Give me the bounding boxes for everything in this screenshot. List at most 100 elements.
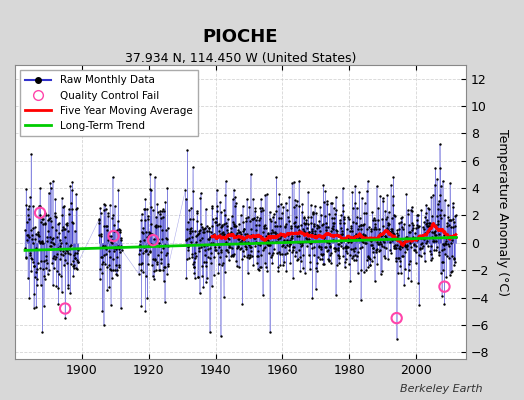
Point: [101, 223, 110, 230]
Point: [45, 190, 53, 196]
Point: [335, 240, 344, 247]
Point: [224, 248, 233, 255]
Point: [22, 202, 30, 208]
Point: [291, 214, 300, 220]
Point: [56, 243, 64, 250]
Point: [48, 235, 57, 242]
Point: [157, 256, 166, 262]
Point: [29, 262, 38, 269]
Point: [227, 231, 235, 238]
Point: [69, 263, 78, 269]
Point: [223, 223, 231, 229]
Point: [343, 244, 352, 250]
Point: [190, 270, 199, 276]
Point: [149, 236, 158, 242]
Point: [301, 221, 309, 227]
Point: [193, 210, 201, 216]
Point: [225, 244, 233, 250]
Point: [391, 244, 399, 251]
Point: [248, 216, 256, 222]
Point: [450, 262, 458, 268]
Point: [319, 261, 328, 267]
Point: [414, 232, 423, 239]
Point: [70, 252, 78, 258]
Point: [55, 230, 63, 236]
Point: [311, 231, 319, 237]
Point: [108, 214, 117, 221]
Point: [391, 258, 400, 264]
Point: [295, 178, 303, 184]
Point: [236, 238, 244, 245]
Point: [201, 246, 209, 253]
Point: [450, 256, 458, 262]
Point: [430, 246, 439, 253]
Point: [155, 266, 163, 273]
Point: [252, 217, 260, 223]
Point: [24, 206, 32, 212]
Point: [324, 223, 332, 230]
Point: [410, 247, 419, 253]
Point: [285, 246, 293, 253]
Point: [234, 236, 242, 242]
Point: [387, 226, 395, 232]
Point: [446, 269, 455, 275]
Point: [105, 266, 114, 273]
Point: [334, 254, 343, 261]
Point: [432, 222, 440, 228]
Point: [254, 253, 263, 260]
Point: [361, 233, 369, 239]
Point: [113, 267, 122, 273]
Point: [43, 271, 52, 278]
Point: [156, 223, 165, 229]
Point: [341, 259, 349, 266]
Point: [307, 202, 315, 208]
Point: [327, 228, 335, 234]
Point: [278, 232, 287, 238]
Point: [364, 236, 372, 242]
Point: [426, 223, 434, 229]
Point: [394, 232, 402, 238]
Point: [113, 254, 121, 260]
Point: [231, 194, 239, 200]
Point: [361, 231, 369, 238]
Point: [100, 322, 108, 328]
Point: [318, 256, 326, 262]
Point: [284, 214, 292, 220]
Point: [136, 261, 145, 267]
Point: [420, 258, 429, 264]
Point: [402, 243, 411, 250]
Point: [40, 257, 48, 264]
Point: [107, 237, 116, 244]
Point: [424, 205, 432, 211]
Point: [50, 253, 58, 259]
Point: [71, 255, 79, 261]
Point: [382, 234, 390, 240]
Point: [186, 230, 194, 236]
Point: [263, 191, 271, 198]
Point: [261, 192, 269, 198]
Point: [246, 171, 255, 178]
Point: [192, 232, 201, 238]
Point: [25, 233, 33, 240]
Point: [67, 200, 75, 206]
Point: [48, 236, 56, 242]
Point: [285, 243, 293, 250]
Point: [398, 253, 406, 259]
Point: [225, 242, 234, 248]
Point: [23, 237, 31, 244]
Point: [103, 223, 112, 229]
Point: [321, 188, 330, 194]
Point: [353, 253, 361, 259]
Point: [313, 268, 322, 274]
Point: [440, 212, 449, 218]
Point: [188, 253, 196, 260]
Point: [209, 232, 217, 238]
Point: [241, 239, 249, 245]
Point: [152, 223, 160, 230]
Point: [354, 235, 362, 242]
Point: [63, 248, 72, 254]
Point: [219, 232, 227, 238]
Point: [320, 260, 329, 267]
Point: [437, 214, 445, 221]
Point: [147, 221, 156, 228]
